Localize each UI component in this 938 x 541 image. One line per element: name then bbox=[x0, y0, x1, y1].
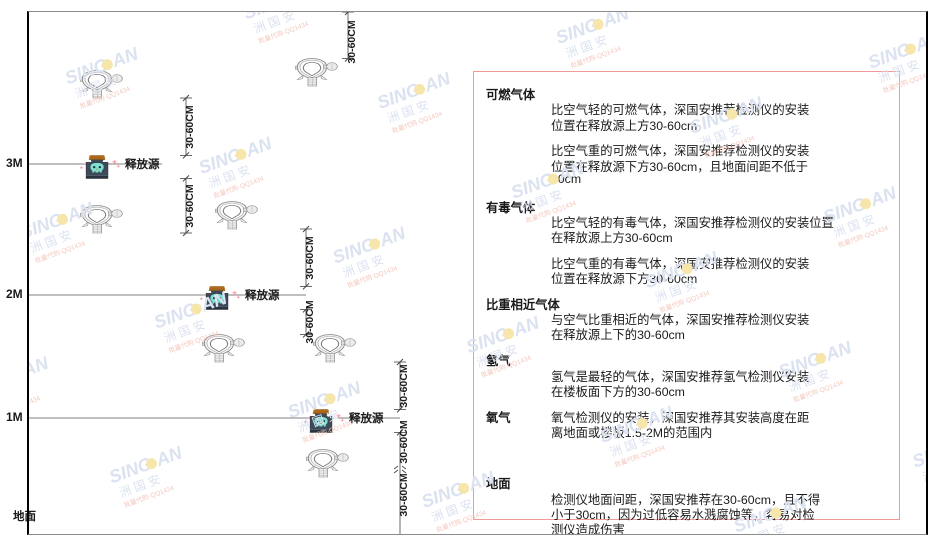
svg-text:30-60CM: 30-60CM bbox=[346, 20, 358, 63]
svg-text:30-60CM: 30-60CM bbox=[304, 300, 316, 343]
svg-text:释放源: 释放源 bbox=[125, 157, 160, 171]
svg-text:30-60CM: 30-60CM bbox=[184, 184, 196, 227]
svg-text:30-60CM: 30-60CM bbox=[398, 420, 410, 463]
svg-text:30-60CM: 30-60CM bbox=[398, 364, 410, 407]
svg-text:释放源: 释放源 bbox=[245, 288, 280, 302]
svg-text:30-60CM: 30-60CM bbox=[184, 105, 196, 148]
svg-text:30-60CM: 30-60CM bbox=[398, 473, 410, 516]
svg-text:30-60CM: 30-60CM bbox=[304, 236, 316, 279]
svg-text:释放源: 释放源 bbox=[349, 411, 384, 425]
